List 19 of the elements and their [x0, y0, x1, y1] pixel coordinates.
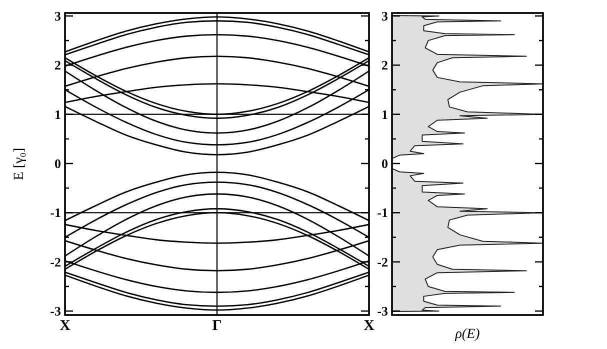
y-tick-label: 2 — [382, 58, 388, 73]
y-tick-label: -2 — [50, 254, 61, 270]
y-tick-label: -3 — [377, 304, 388, 319]
y-tick-label: 3 — [54, 8, 62, 24]
y-tick-label: 0 — [382, 156, 388, 172]
y-tick-label: -1 — [377, 205, 388, 220]
y-tick-label: 3 — [382, 8, 388, 24]
y-tick-label: 2 — [54, 58, 61, 73]
x-tick-label: X — [60, 318, 71, 334]
x-axis-title: ρ(E) — [454, 327, 480, 342]
y-tick-label: -1 — [50, 205, 61, 220]
y-tick-label: 1 — [382, 106, 388, 122]
y-tick-label: -3 — [50, 304, 62, 319]
y-axis-title: E [γ₀] — [12, 148, 27, 180]
y-tick-label: 0 — [54, 156, 61, 172]
x-tick-label: X — [364, 318, 375, 334]
y-tick-label: 1 — [54, 106, 61, 122]
y-tick-label: -2 — [377, 254, 388, 270]
x-tick-label: Γ — [212, 318, 222, 334]
